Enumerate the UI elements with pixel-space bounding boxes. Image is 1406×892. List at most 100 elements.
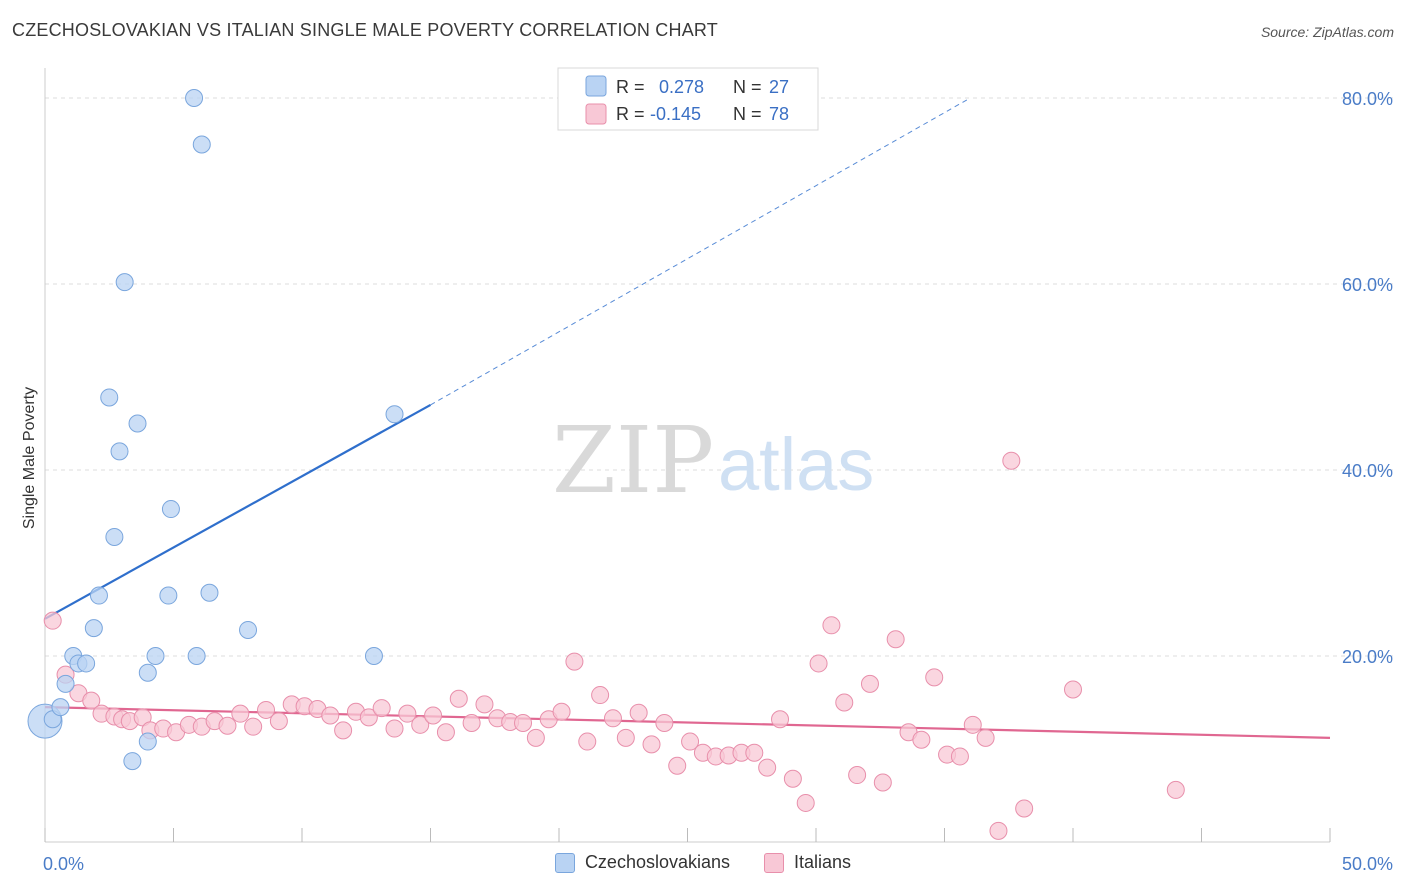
italian-point <box>578 732 597 751</box>
italian-point <box>758 758 777 777</box>
italian-point <box>514 713 533 732</box>
italian-point <box>783 769 802 788</box>
legend-swatch-italians <box>585 103 607 125</box>
legend-n-label: N = <box>733 77 762 97</box>
series-legend-label: Italians <box>794 852 852 872</box>
legend-r-value: -0.145 <box>650 104 701 124</box>
series-legend-item: Czechoslovakians <box>554 852 731 873</box>
grid-lines <box>45 97 1395 657</box>
x-tick-label: 50.0% <box>1342 854 1393 874</box>
italian-point <box>796 793 815 812</box>
czechoslovakian-point <box>77 654 96 673</box>
y-tick-label: 20.0% <box>1342 647 1393 667</box>
italian-point <box>591 686 610 705</box>
czechoslovakian-point <box>51 698 70 717</box>
italian-point <box>1002 451 1021 470</box>
czechoslovakian-point <box>100 388 119 407</box>
italian-point <box>1015 799 1034 818</box>
czechoslovakian-point <box>187 647 206 665</box>
italian-point <box>82 691 101 710</box>
chart-title: CZECHOSLOVAKIAN VS ITALIAN SINGLE MALE P… <box>12 20 718 40</box>
italian-point <box>771 710 790 729</box>
italian-point <box>334 721 353 740</box>
legend-r-value: 0.278 <box>659 77 704 97</box>
czechoslovakian-point <box>185 89 204 107</box>
italian-point <box>835 693 854 712</box>
czechoslovakian-point <box>385 405 404 424</box>
czechoslovakian-point <box>89 586 108 605</box>
italian-point <box>963 715 982 734</box>
italian-point <box>398 704 417 723</box>
italian-point <box>321 706 340 725</box>
legend-n-label: N = <box>733 104 762 124</box>
czechoslovakian-point <box>200 583 219 602</box>
czechoslovakian-point <box>161 500 180 519</box>
czechoslovakian-point <box>110 442 129 461</box>
y-tick-label: 40.0% <box>1342 461 1393 481</box>
italian-point <box>218 716 237 735</box>
italian-point <box>745 743 764 762</box>
czechoslovakians-swatch <box>554 852 575 873</box>
czechoslovakian-point <box>159 586 178 605</box>
stats-legend: R = 0.278 N = 27 R = -0.145 N = 78 <box>557 67 819 131</box>
italian-point <box>526 728 545 747</box>
italian-point <box>411 715 430 734</box>
italian-point <box>462 713 481 732</box>
watermark: ZIP atlas <box>552 407 874 514</box>
legend-swatch-czechoslovakians <box>585 75 607 97</box>
czechoslovakian-point <box>239 620 258 639</box>
italian-point <box>989 821 1008 840</box>
watermark-atlas: atlas <box>718 423 874 506</box>
italian-point <box>244 717 263 736</box>
italian-point <box>359 708 378 727</box>
watermark-zip: ZIP <box>552 407 714 514</box>
italian-point <box>873 773 892 792</box>
italian-point <box>424 706 443 725</box>
legend-r-label: R = <box>616 77 645 97</box>
italian-point <box>976 728 995 747</box>
italian-point <box>642 735 661 754</box>
italian-point <box>269 712 288 731</box>
italian-point <box>848 766 867 785</box>
italian-point <box>950 747 969 766</box>
legend-n-value: 27 <box>769 77 789 97</box>
italian-point <box>372 699 391 718</box>
italian-point <box>1166 780 1185 799</box>
italian-point <box>809 654 828 673</box>
italian-point <box>231 704 250 723</box>
italian-point <box>886 630 905 649</box>
italian-point <box>475 695 494 714</box>
italian-point <box>860 674 879 693</box>
series-legend: Czechoslovakians Italians <box>0 852 1406 873</box>
czechoslovakian-point <box>115 273 134 292</box>
czechoslovakian-point <box>84 619 103 638</box>
series-legend-label: Czechoslovakians <box>584 852 731 872</box>
data-points <box>27 89 1185 840</box>
italian-point <box>385 719 404 738</box>
series-legend-item: Italians <box>764 852 851 873</box>
chart-source: Source: ZipAtlas.com <box>1260 24 1394 40</box>
italian-point <box>1064 680 1082 699</box>
italian-point <box>668 756 687 775</box>
czechoslovakian-point <box>138 663 157 682</box>
czechoslovakian-point <box>146 647 165 665</box>
italian-point <box>616 728 635 747</box>
y-tick-label: 80.0% <box>1342 89 1393 109</box>
czechoslovakian-point <box>192 135 211 154</box>
italian-point <box>449 689 468 708</box>
y-tick-labels: 20.0% 40.0% 60.0% 80.0% <box>1342 89 1393 667</box>
italian-point <box>603 709 622 728</box>
czechoslovakian-point <box>364 647 383 665</box>
y-axis-label: Single Male Poverty <box>21 387 38 529</box>
italian-point <box>629 703 648 722</box>
czechoslovakian-point <box>105 527 124 546</box>
italian-point <box>912 730 931 749</box>
czechoslovakian-point <box>56 674 75 693</box>
legend-n-value: 78 <box>769 104 789 124</box>
italian-point <box>565 652 584 671</box>
legend-r-label: R = <box>616 104 645 124</box>
czechoslovakian-point <box>123 752 142 771</box>
italian-point <box>552 702 571 721</box>
y-tick-label: 60.0% <box>1342 275 1393 295</box>
